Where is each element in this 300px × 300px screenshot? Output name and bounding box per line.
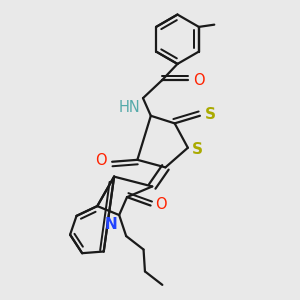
Text: O: O	[155, 197, 167, 212]
Text: S: S	[204, 107, 215, 122]
Text: S: S	[192, 142, 203, 157]
Text: N: N	[105, 217, 118, 232]
Text: O: O	[95, 153, 107, 168]
Text: HN: HN	[119, 100, 141, 116]
Text: O: O	[193, 73, 205, 88]
